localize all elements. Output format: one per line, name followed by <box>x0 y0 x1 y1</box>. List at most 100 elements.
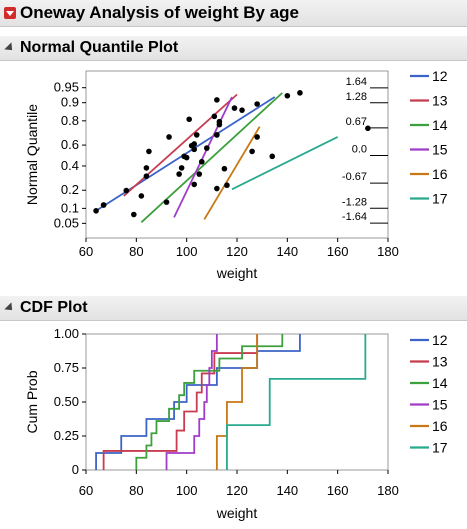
nqp-point-12 <box>143 165 150 171</box>
nqp-legend-label-17: 17 <box>432 191 448 207</box>
nqp-x-tick-label: 120 <box>226 244 248 259</box>
nqp-y-tick-label: 0.95 <box>54 80 79 95</box>
nqp-fit-line-16 <box>203 126 261 220</box>
cdf-step-line-13 <box>102 334 259 470</box>
nqp-y-tick-label: 0.2 <box>61 182 79 197</box>
nqp-right-tick-label: 0.67 <box>346 116 367 128</box>
cdf-header[interactable]: CDF Plot <box>0 296 467 321</box>
nqp-y-tick-label: 0.4 <box>61 158 79 173</box>
cdf-step-line-16 <box>215 334 259 470</box>
nqp-x-tick-label: 180 <box>377 244 399 259</box>
red-triangle-menu-icon[interactable] <box>4 7 16 19</box>
nqp-point-15 <box>204 145 210 151</box>
nqp-x-tick-label: 160 <box>327 244 349 259</box>
cdf-step-line-14 <box>135 334 284 470</box>
nqp-point-13 <box>193 132 200 138</box>
nqp-point-14 <box>138 193 145 199</box>
nqp-right-tick-label: 1.64 <box>346 76 367 88</box>
cdf-step-line-15 <box>165 334 218 470</box>
nqp-point-15 <box>214 132 220 138</box>
normal-quantile-title: Normal Quantile Plot <box>20 39 179 56</box>
cdf-x-tick-label: 60 <box>79 483 93 498</box>
nqp-legend-label-14: 14 <box>432 117 448 133</box>
cdf-y-tick-label: 0.50 <box>54 394 79 409</box>
nqp-point-16 <box>254 134 260 140</box>
nqp-point-14 <box>191 146 198 153</box>
cdf-y-axis-label: Cum Prob <box>24 370 40 433</box>
nqp-point-13 <box>214 97 220 103</box>
nqp-x-axis-label: weight <box>216 265 258 281</box>
nqp-point-13 <box>100 202 107 208</box>
nqp-point-16 <box>249 148 255 155</box>
nqp-x-tick-label: 60 <box>79 244 93 259</box>
nqp-point-14 <box>176 171 182 177</box>
nqp-point-15 <box>196 171 203 177</box>
nqp-point-14 <box>178 165 185 171</box>
nqp-point-12 <box>297 90 303 96</box>
normal-quantile-header[interactable]: Normal Quantile Plot <box>0 36 467 61</box>
nqp-y-tick-label: 0.05 <box>54 215 79 230</box>
nqp-point-14 <box>284 92 291 99</box>
nqp-x-tick-label: 140 <box>276 244 298 259</box>
nqp-y-tick-label: 0.9 <box>61 95 79 110</box>
nqp-point-16 <box>221 165 228 172</box>
cdf-legend-label-14: 14 <box>432 375 448 391</box>
cdf-x-axis-label: weight <box>216 505 258 521</box>
report-header: Oneway Analysis of weight By age <box>0 0 467 27</box>
cdf-y-tick-label: 1.00 <box>54 326 79 341</box>
nqp-point-16 <box>214 185 220 192</box>
nqp-point-12 <box>143 173 150 179</box>
cdf-x-tick-label: 140 <box>276 483 298 498</box>
cdf-x-tick-label: 180 <box>377 483 399 498</box>
nqp-point-14 <box>183 154 190 161</box>
nqp-legend-label-15: 15 <box>432 142 448 158</box>
cdf-x-tick-label: 100 <box>176 483 198 498</box>
nqp-right-tick-label: -1.64 <box>342 211 367 223</box>
cdf-title: CDF Plot <box>20 299 88 316</box>
nqp-x-tick-label: 100 <box>176 244 198 259</box>
nqp-point-12 <box>186 116 192 123</box>
nqp-right-tick-label: 1.28 <box>346 91 367 103</box>
cdf-y-tick-label: 0.25 <box>54 428 79 443</box>
cdf-legend-label-16: 16 <box>432 418 448 434</box>
cdf-y-tick-label: 0 <box>72 462 79 477</box>
nqp-point-12 <box>166 134 172 140</box>
nqp-point-17 <box>269 153 276 160</box>
nqp-right-tick-label: 0.0 <box>352 144 367 156</box>
report-title: Oneway Analysis of weight By age <box>20 3 300 22</box>
nqp-point-15 <box>191 181 198 188</box>
nqp-point-14 <box>191 141 198 147</box>
cdf-x-tick-label: 120 <box>226 483 248 498</box>
nqp-point-12 <box>254 101 260 107</box>
nqp-legend-label-12: 12 <box>432 68 448 84</box>
nqp-fit-line-15 <box>173 96 233 218</box>
nqp-point-15 <box>216 118 223 125</box>
nqp-point-17 <box>365 125 371 132</box>
nqp-y-tick-label: 0.8 <box>61 113 79 128</box>
nqp-point-12 <box>146 148 152 155</box>
nqp-legend-label-13: 13 <box>432 93 448 109</box>
nqp-point-15 <box>231 105 238 111</box>
nqp-y-tick-label: 0.6 <box>61 137 79 152</box>
nqp-point-14 <box>131 211 137 218</box>
nqp-point-17 <box>224 182 230 189</box>
nqp-right-tick-label: -1.28 <box>342 196 367 208</box>
cdf-legend-label-15: 15 <box>432 397 448 413</box>
nqp-y-axis-label: Normal Quantile <box>24 104 40 205</box>
nqp-y-tick-label: 0.1 <box>61 200 79 215</box>
nqp-plot-frame <box>85 70 389 239</box>
nqp-point-14 <box>239 107 245 113</box>
cdf-legend-label-13: 13 <box>432 354 448 370</box>
nqp-fit-line-13 <box>123 93 238 197</box>
nqp-right-tick-label: -0.67 <box>342 171 367 183</box>
nqp-legend-label-16: 16 <box>432 166 448 182</box>
nqp-point-15 <box>198 158 205 165</box>
cdf-x-tick-label: 80 <box>129 483 143 498</box>
cdf-step-line-17 <box>226 334 367 470</box>
cdf-legend-label-17: 17 <box>432 440 448 456</box>
cdf-y-tick-label: 0.75 <box>54 360 79 375</box>
cdf-x-tick-label: 160 <box>327 483 349 498</box>
nqp-fit-line-17 <box>231 136 339 191</box>
nqp-point-12 <box>93 207 99 214</box>
